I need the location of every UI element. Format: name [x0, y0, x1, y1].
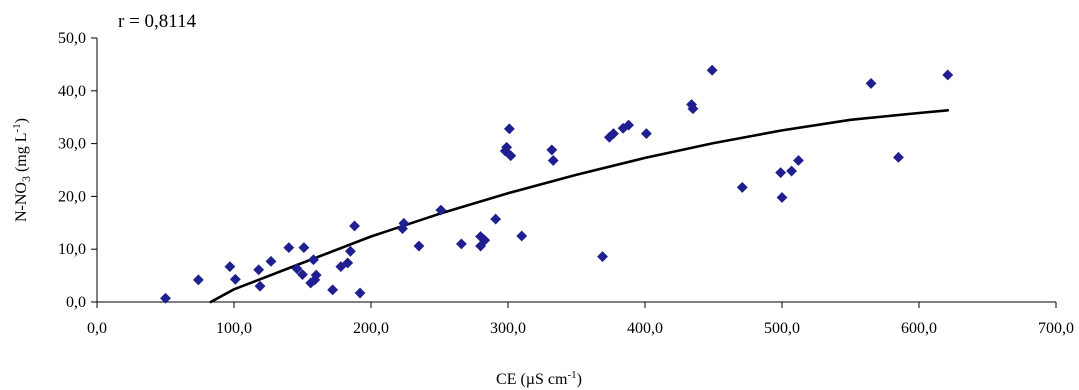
data-point — [501, 141, 513, 153]
data-point — [327, 284, 339, 296]
data-point — [479, 234, 491, 246]
data-point — [597, 251, 608, 263]
data-point — [398, 217, 410, 229]
data-point — [192, 274, 204, 286]
data-point — [160, 292, 171, 304]
trend-line — [209, 109, 950, 304]
data-point — [265, 255, 277, 267]
data-point — [505, 150, 517, 162]
x-tick-label: 300,0 — [490, 320, 526, 337]
data-point — [776, 192, 788, 203]
data-point — [490, 213, 502, 225]
y-tick-label: 0,0 — [66, 294, 86, 311]
y-axis-ticks: 0,0 10,0 20,0 30,0 40,0 50,0 — [58, 30, 97, 311]
data-point — [345, 245, 356, 257]
data-point — [640, 128, 652, 139]
data-point — [229, 273, 241, 285]
data-point — [435, 204, 447, 216]
data-point — [893, 151, 904, 163]
data-point — [865, 77, 877, 89]
data-point — [224, 261, 236, 273]
y-tick-label: 10,0 — [58, 241, 86, 258]
x-tick-label: 600,0 — [901, 320, 937, 337]
y-tick-label: 40,0 — [58, 83, 86, 100]
data-point — [291, 263, 303, 275]
x-tick-label: 400,0 — [627, 320, 663, 337]
data-point — [608, 128, 619, 139]
data-point — [335, 261, 347, 273]
data-point — [706, 64, 718, 76]
data-point — [254, 280, 266, 292]
data-point — [775, 167, 787, 179]
data-point — [623, 119, 634, 131]
data-point — [253, 264, 265, 276]
data-point — [687, 103, 699, 115]
x-tick-label: 0,0 — [87, 320, 107, 337]
data-point — [297, 269, 308, 280]
y-tick-label: 30,0 — [58, 136, 86, 153]
x-axis-ticks: 0,0 100,0 200,0 300,0 400,0 500,0 600,0 700,0 — [87, 302, 1074, 337]
data-point — [455, 238, 467, 250]
data-point — [516, 230, 528, 242]
data-point — [503, 123, 515, 135]
data-points — [160, 64, 954, 304]
x-axis-label: CE (µS cm-1) — [496, 369, 582, 388]
data-point — [786, 165, 798, 177]
data-point — [342, 257, 354, 269]
x-tick-label: 200,0 — [353, 320, 389, 337]
y-axis-label: N-NO3 (mg L-1) — [11, 118, 33, 222]
data-point — [310, 269, 322, 281]
y-tick-label: 50,0 — [58, 30, 86, 47]
data-point — [413, 240, 425, 252]
y-tick-label: 20,0 — [58, 188, 86, 205]
data-point — [547, 155, 559, 166]
x-tick-label: 100,0 — [216, 320, 252, 337]
data-point — [354, 287, 366, 299]
data-point — [298, 242, 310, 254]
correlation-annotation: r = 0,8114 — [118, 11, 197, 32]
data-point — [283, 242, 295, 254]
data-point — [793, 155, 804, 166]
x-tick-label: 500,0 — [764, 320, 800, 337]
data-point — [308, 254, 319, 266]
data-point — [942, 69, 954, 81]
x-tick-label: 700,0 — [1038, 320, 1074, 337]
plot-area: 0,0 100,0 200,0 300,0 400,0 500,0 600,0 700,0 0… — [58, 30, 1074, 337]
data-point — [349, 220, 360, 232]
data-point — [736, 181, 748, 193]
data-point — [546, 144, 558, 156]
